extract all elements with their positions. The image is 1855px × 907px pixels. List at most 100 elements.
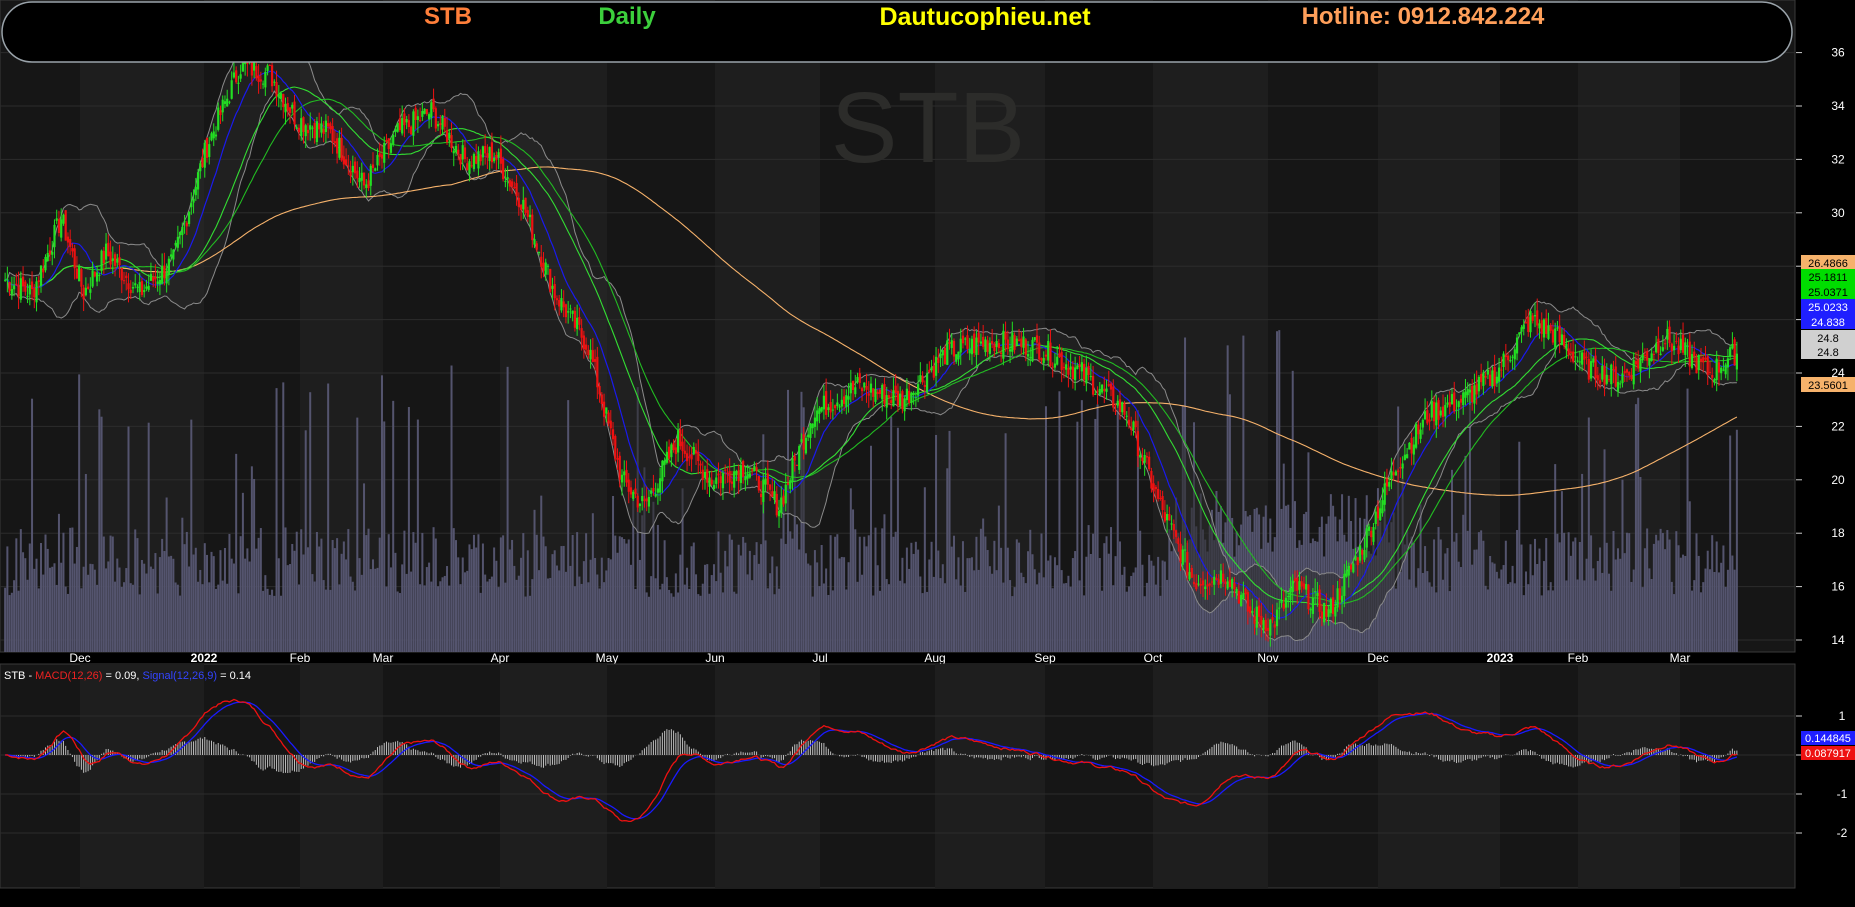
- volume-bar: [546, 578, 549, 652]
- candle: [64, 210, 67, 241]
- volume-bar: [439, 581, 442, 652]
- candle: [223, 95, 227, 109]
- candle: [1047, 334, 1050, 367]
- volume-bar: [1592, 568, 1595, 652]
- volume-bar: [1574, 537, 1577, 652]
- svg-text:0.144845: 0.144845: [1805, 733, 1851, 745]
- ma-35-line: [5, 86, 1737, 607]
- volume-bar: [1459, 567, 1462, 652]
- candle: [1201, 571, 1205, 598]
- volume-bar: [367, 528, 370, 652]
- volume-bar: [710, 575, 713, 652]
- volume-bar: [423, 585, 426, 652]
- candle: [1305, 575, 1308, 596]
- candle: [825, 378, 828, 420]
- candle: [1152, 475, 1155, 503]
- volume-bar: [769, 573, 772, 652]
- banner-hotline: Hotline: 0912.842.224: [1302, 3, 1545, 30]
- candle: [416, 109, 419, 133]
- candle: [1632, 352, 1635, 390]
- volume-bar: [1605, 542, 1608, 652]
- volume-bar: [369, 569, 372, 652]
- candle: [1419, 422, 1422, 444]
- candle: [995, 334, 998, 355]
- volume-bar: [264, 575, 267, 652]
- volume-bar: [268, 594, 271, 652]
- candle: [481, 145, 485, 166]
- volume-bar: [1284, 505, 1287, 652]
- candle: [1515, 333, 1519, 361]
- candle: [1372, 522, 1375, 546]
- volume-bar: [870, 445, 872, 652]
- candle: [654, 482, 657, 498]
- candle: [885, 386, 888, 420]
- candle: [896, 383, 900, 412]
- candle: [320, 116, 323, 138]
- y-axis-tick-label: 18: [1831, 526, 1845, 540]
- volume-bar: [531, 579, 534, 652]
- volume-bar: [1616, 548, 1619, 652]
- volume-bar: [1058, 391, 1061, 652]
- candle: [342, 145, 345, 170]
- volume-bar: [616, 552, 619, 652]
- candle: [1260, 602, 1263, 638]
- volume-bar: [1581, 473, 1584, 652]
- candle: [221, 95, 224, 122]
- candle: [1399, 457, 1402, 478]
- volume-bar: [903, 583, 906, 652]
- candle: [1576, 356, 1579, 363]
- candle: [147, 274, 150, 292]
- candle: [176, 225, 179, 252]
- volume-bar: [277, 558, 280, 652]
- volume-bar: [46, 548, 49, 652]
- candle: [1455, 399, 1458, 421]
- candle: [385, 133, 388, 143]
- volume-bar: [508, 549, 511, 652]
- volume-bar: [1668, 539, 1671, 652]
- volume-bar: [1713, 571, 1716, 652]
- volume-bar: [775, 566, 778, 652]
- candle: [1287, 592, 1290, 608]
- macd-y-tick-label: 1: [1839, 709, 1846, 723]
- macd-value-tag: 0.087917: [1801, 746, 1855, 760]
- volume-bar: [190, 419, 193, 652]
- svg-text:24.8: 24.8: [1817, 333, 1838, 345]
- volume-bar: [176, 584, 179, 652]
- x-axis-label: Dec: [69, 651, 90, 665]
- candle: [1625, 368, 1629, 382]
- volume-bar: [748, 550, 751, 652]
- volume-bar: [1641, 587, 1644, 652]
- candle: [1013, 332, 1016, 354]
- candle: [1289, 576, 1292, 612]
- candle: [919, 362, 922, 384]
- candle: [1150, 467, 1153, 493]
- macd-y-tick-label: -1: [1837, 787, 1848, 801]
- candle: [443, 108, 446, 133]
- candle: [1668, 320, 1671, 348]
- candle: [1006, 330, 1009, 355]
- volume-bar: [1450, 469, 1453, 652]
- volume-bar: [1677, 545, 1680, 652]
- volume-bar: [1507, 583, 1510, 652]
- candle: [840, 388, 843, 414]
- candle: [1352, 558, 1355, 574]
- volume-bar: [993, 540, 996, 652]
- volume-bar: [948, 430, 951, 652]
- volume-bar: [1141, 564, 1144, 652]
- volume-bar: [578, 576, 581, 652]
- volume-bar: [970, 557, 973, 652]
- candle: [21, 266, 25, 292]
- candle: [421, 102, 424, 121]
- volume-bar: [555, 565, 558, 652]
- candle: [71, 243, 74, 258]
- candle: [746, 464, 749, 486]
- candle: [912, 391, 915, 405]
- volume-bar: [896, 427, 899, 652]
- watermark-symbol: STB: [831, 72, 1025, 184]
- candle: [908, 384, 911, 406]
- volume-bar: [645, 592, 648, 652]
- candle: [1127, 407, 1131, 429]
- candle: [1601, 356, 1604, 382]
- candle: [952, 338, 956, 365]
- volume-bar: [1226, 345, 1229, 652]
